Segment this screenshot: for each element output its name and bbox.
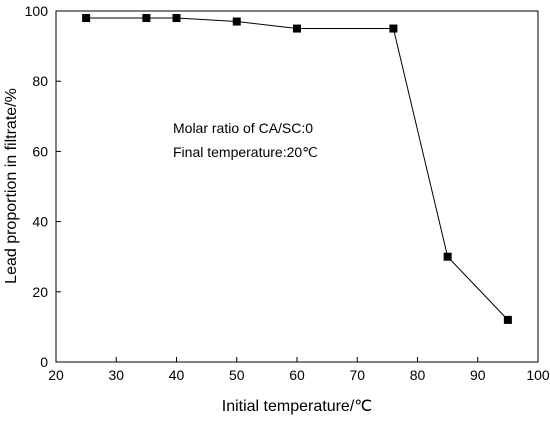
data-point (172, 14, 181, 23)
data-point (142, 14, 151, 23)
y-tick-label: 60 (32, 143, 48, 159)
series-line (86, 17, 509, 321)
y-tick-label: 40 (32, 214, 48, 230)
y-tick-label: 20 (32, 284, 48, 300)
data-point (232, 17, 241, 26)
annotation-line-2: Final temperature:20℃ (173, 144, 318, 160)
data-point (293, 24, 301, 33)
x-axis-title: Initial temperature/℃ (222, 398, 372, 415)
y-axis: 0 20 40 60 80 100 (25, 3, 61, 370)
x-tick-label: 60 (289, 367, 305, 383)
annotation-line-1: Molar ratio of CA/SC:0 (173, 120, 313, 136)
plot-frame (55, 10, 539, 363)
x-axis: 20 30 40 50 60 70 80 90 100 (48, 357, 550, 383)
x-tick-label: 90 (470, 367, 486, 383)
x-tick-label: 100 (526, 367, 550, 383)
y-tick-label: 80 (32, 73, 48, 89)
x-tick-label: 80 (410, 367, 426, 383)
series-layer (82, 14, 512, 324)
y-tick-label: 100 (25, 3, 49, 19)
data-point (82, 14, 91, 23)
y-tick-label: 0 (40, 354, 48, 370)
x-tick-label: 20 (48, 367, 64, 383)
x-tick-label: 30 (108, 367, 124, 383)
data-point (443, 252, 452, 261)
x-tick-label: 70 (349, 367, 365, 383)
x-tick-label: 50 (229, 367, 245, 383)
y-axis-title: Lead proportion in filtrate/% (3, 88, 20, 284)
x-tick-label: 40 (169, 367, 185, 383)
data-point (389, 24, 398, 33)
data-point (503, 315, 512, 324)
